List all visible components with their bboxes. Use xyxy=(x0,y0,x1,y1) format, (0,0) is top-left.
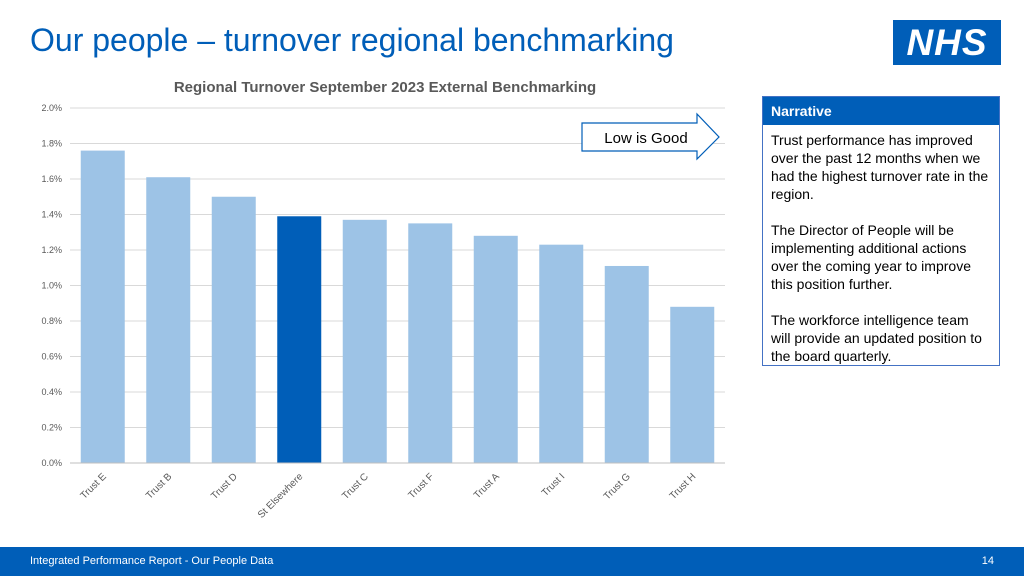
y-tick-label: 1.8% xyxy=(41,139,62,149)
turnover-chart: Regional Turnover September 2023 Externa… xyxy=(0,70,740,540)
footer-text: Integrated Performance Report - Our Peop… xyxy=(30,555,274,567)
x-tick-label: Trust B xyxy=(144,471,175,502)
bar-st-elsewhere xyxy=(277,216,322,463)
narrative-body: Trust performance has improved over the … xyxy=(763,125,999,365)
x-tick-label: Trust G xyxy=(602,471,633,502)
nhs-logo-text: NHS xyxy=(906,22,988,63)
narrative-paragraph: Trust performance has improved over the … xyxy=(771,132,989,202)
chart-svg: Regional Turnover September 2023 Externa… xyxy=(41,79,725,521)
chart-title: Regional Turnover September 2023 Externa… xyxy=(174,79,596,96)
bar-trust-a xyxy=(473,235,518,463)
bar-trust-g xyxy=(604,265,649,463)
x-tick-label: Trust D xyxy=(209,471,240,502)
x-tick-label: St Elsewhere xyxy=(256,471,306,521)
nhs-logo: NHS xyxy=(893,20,1001,65)
y-tick-label: 0.2% xyxy=(41,423,62,433)
y-tick-label: 1.6% xyxy=(41,174,62,184)
bar-trust-c xyxy=(342,219,387,463)
bar-trust-h xyxy=(670,306,715,463)
page-number: 14 xyxy=(981,555,994,567)
low-is-good-arrow xyxy=(581,112,720,161)
x-tick-label: Trust E xyxy=(79,471,110,502)
y-tick-label: 0.0% xyxy=(41,458,62,468)
x-tick-label: Trust H xyxy=(668,471,699,502)
x-tick-label: Trust C xyxy=(340,471,371,502)
x-tick-label: Trust A xyxy=(472,471,502,501)
low-is-good-label: Low is Good xyxy=(604,130,687,147)
narrative-heading: Narrative xyxy=(763,97,999,125)
narrative-panel: Narrative Trust performance has improved… xyxy=(762,96,1000,366)
y-tick-label: 1.2% xyxy=(41,245,62,255)
bar-trust-e xyxy=(80,150,125,463)
y-tick-label: 0.8% xyxy=(41,316,62,326)
bar-trust-d xyxy=(211,196,256,463)
narrative-paragraph: The workforce intelligence team will pro… xyxy=(771,312,982,364)
x-tick-label: Trust F xyxy=(406,471,436,501)
y-tick-label: 1.0% xyxy=(41,281,62,291)
y-tick-label: 1.4% xyxy=(41,210,62,220)
bar-trust-i xyxy=(539,244,584,463)
bar-trust-b xyxy=(146,177,191,463)
x-tick-label: Trust I xyxy=(540,471,568,499)
page-title: Our people – turnover regional benchmark… xyxy=(30,22,674,58)
bar-trust-f xyxy=(408,223,453,463)
y-tick-label: 0.4% xyxy=(41,387,62,397)
y-tick-label: 0.6% xyxy=(41,352,62,362)
footer-bar: Integrated Performance Report - Our Peop… xyxy=(0,547,1024,576)
y-tick-label: 2.0% xyxy=(41,103,62,113)
narrative-paragraph: The Director of People will be implement… xyxy=(771,222,971,292)
